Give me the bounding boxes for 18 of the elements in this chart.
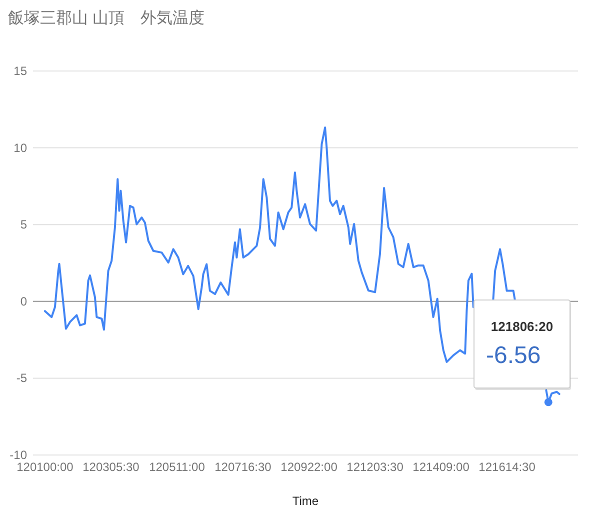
x-tick-label: 120716:30 xyxy=(214,460,272,474)
y-tick-label: 5 xyxy=(20,218,28,232)
y-tick-label: 15 xyxy=(14,64,28,78)
x-tick-label: 120511:00 xyxy=(149,460,206,474)
y-tick-label: 10 xyxy=(14,140,28,155)
x-tick-label: 121409:00 xyxy=(412,460,470,474)
chart-title: 飯塚三郡山 山頂 外気温度 xyxy=(8,9,204,27)
x-tick-label: 121614:30 xyxy=(478,460,536,474)
y-tick-label: -10 xyxy=(10,448,28,462)
x-tick-label: 120305:30 xyxy=(82,460,140,474)
x-tick-label: 120922:00 xyxy=(280,460,338,474)
x-axis-title: Time xyxy=(292,494,319,508)
y-tick-label: -5 xyxy=(16,371,28,386)
annotation: 121806:20 xyxy=(490,319,554,334)
annotation: -6.56 xyxy=(486,342,541,369)
y-tick-label: 0 xyxy=(20,294,28,308)
x-tick-label: 121203:30 xyxy=(346,460,404,474)
x-tick-label: 120100:00 xyxy=(16,460,74,474)
